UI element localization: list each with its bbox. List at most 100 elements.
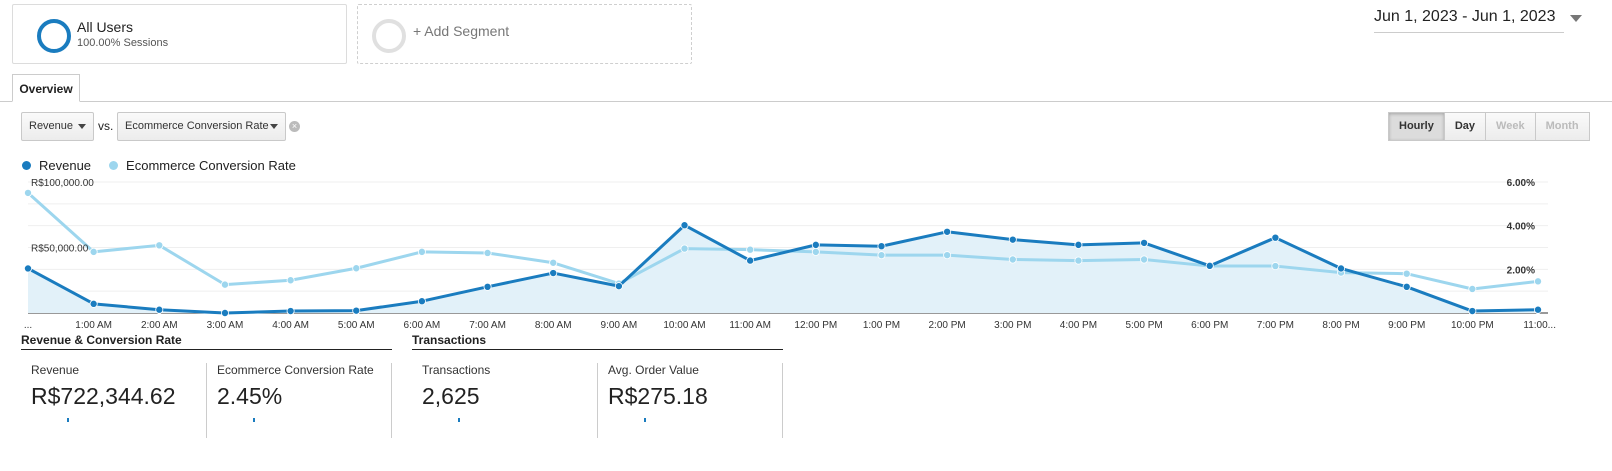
scorecard-transactions[interactable]: Transactions 2,625: [412, 363, 597, 438]
data-point-conversion-rate: [811, 247, 820, 256]
data-point-revenue: [1008, 235, 1017, 244]
data-point-conversion-rate: [155, 241, 164, 250]
data-point-conversion-rate: [1074, 256, 1083, 265]
data-point-conversion-rate: [1271, 262, 1280, 271]
add-segment-button[interactable]: + Add Segment: [357, 4, 692, 64]
x-tick-label: 8:00 AM: [535, 320, 572, 331]
x-tick-label: 8:00 PM: [1322, 320, 1359, 331]
sparkline: [67, 418, 69, 422]
segment-ring-icon: [37, 19, 71, 53]
data-point-revenue: [220, 308, 229, 317]
x-tick-label: 3:00 PM: [994, 320, 1031, 331]
data-point-conversion-rate: [352, 264, 361, 273]
data-point-conversion-rate: [417, 247, 426, 256]
data-point-revenue: [549, 269, 558, 278]
scorecard-conversion-rate[interactable]: Ecommerce Conversion Rate 2.45%: [206, 363, 392, 438]
x-tick-label: 12:00 PM: [794, 320, 837, 331]
date-range-picker[interactable]: Jun 1, 2023 - Jun 1, 2023: [1374, 8, 1564, 33]
data-point-revenue: [1337, 264, 1346, 273]
primary-metric-label: Revenue: [29, 120, 74, 132]
secondary-metric-label: Ecommerce Conversion Rate: [125, 120, 269, 132]
data-point-revenue: [746, 256, 755, 265]
data-point-revenue: [614, 282, 623, 291]
scorecard-group-title: Revenue & Conversion Rate: [21, 333, 392, 350]
data-point-conversion-rate: [483, 248, 492, 257]
data-point-revenue: [680, 221, 689, 230]
data-point-revenue: [23, 264, 32, 273]
tab-divider: [0, 101, 1612, 102]
x-tick-label: 1:00 PM: [863, 320, 900, 331]
data-point-revenue: [1271, 233, 1280, 242]
day-button[interactable]: Day: [1443, 112, 1487, 141]
data-point-revenue: [89, 299, 98, 308]
scorecard-group-title: Transactions: [412, 333, 783, 350]
legend-item-revenue: Revenue: [22, 158, 91, 173]
data-point-conversion-rate: [943, 251, 952, 260]
series-line-conversion-rate: [26, 191, 1539, 291]
week-button: Week: [1485, 112, 1536, 141]
hourly-button[interactable]: Hourly: [1388, 112, 1445, 141]
data-point-revenue: [1534, 305, 1543, 314]
x-tick-label: 6:00 PM: [1191, 320, 1228, 331]
data-point-conversion-rate: [1534, 277, 1543, 286]
scorecard-value: R$275.18: [608, 383, 708, 409]
data-point-revenue: [155, 305, 164, 314]
chevron-down-icon: [270, 124, 278, 129]
segment-title: All Users: [77, 19, 134, 35]
data-point-revenue: [811, 240, 820, 249]
data-point-revenue: [1140, 238, 1149, 247]
x-tick-label: 9:00 PM: [1388, 320, 1425, 331]
segment-subtitle: 100.00% Sessions: [77, 37, 169, 49]
chevron-down-icon[interactable]: [1570, 15, 1582, 22]
scorecard-value: 2.45%: [217, 383, 283, 409]
series-line-revenue: [27, 223, 1539, 315]
data-point-conversion-rate: [89, 247, 98, 256]
legend-label: Ecommerce Conversion Rate: [126, 158, 296, 173]
scorecard-avg-order-value[interactable]: Avg. Order Value R$275.18: [597, 363, 783, 438]
scorecard-value: R$722,344.62: [31, 383, 176, 409]
data-point-revenue: [352, 306, 361, 315]
legend-dot-icon: [109, 161, 119, 170]
data-point-conversion-rate: [746, 245, 755, 254]
data-point-conversion-rate: [220, 280, 229, 289]
legend-item-conversion: Ecommerce Conversion Rate: [109, 158, 296, 173]
line-chart: R$50,000.00 R$100,000.00 2.00% 4.00% 6.00%..…: [23, 178, 1556, 331]
data-point-conversion-rate: [877, 251, 886, 260]
scorecard-revenue[interactable]: Revenue R$722,344.62: [21, 363, 206, 438]
data-point-revenue: [417, 297, 426, 306]
x-tick-label: 11:00...: [1523, 320, 1556, 331]
x-tick-label: 5:00 AM: [338, 320, 375, 331]
x-tick-label: 2:00 AM: [141, 320, 178, 331]
y-right-tick-label: 4.00%: [1507, 222, 1535, 233]
scorecard-label: Ecommerce Conversion Rate: [217, 363, 374, 377]
segment-all-users[interactable]: All Users 100.00% Sessions: [12, 4, 347, 64]
x-tick-label: 10:00 PM: [1451, 320, 1494, 331]
x-tick-label: 4:00 AM: [272, 320, 309, 331]
primary-metric-select[interactable]: Revenue: [21, 112, 94, 141]
data-point-revenue: [286, 307, 295, 316]
sparkline: [253, 418, 255, 422]
data-point-revenue: [1074, 240, 1083, 249]
secondary-metric-select[interactable]: Ecommerce Conversion Rate: [117, 112, 286, 141]
x-tick-label: 3:00 AM: [207, 320, 244, 331]
vs-label: vs.: [98, 119, 114, 133]
chart-legend: Revenue Ecommerce Conversion Rate: [22, 158, 314, 173]
tab-overview[interactable]: Overview: [12, 74, 80, 102]
data-point-conversion-rate: [1468, 284, 1477, 293]
legend-dot-icon: [22, 161, 31, 170]
data-point-revenue: [1402, 282, 1411, 291]
clear-icon[interactable]: ×: [289, 121, 300, 132]
data-point-revenue: [1205, 261, 1214, 270]
empty-ring-icon: [372, 19, 406, 53]
y-right-tick-label: 6.00%: [1507, 178, 1535, 189]
data-point-conversion-rate: [286, 276, 295, 285]
legend-label: Revenue: [39, 158, 92, 173]
revenue-area: [28, 225, 1538, 313]
sparkline: [458, 418, 460, 422]
x-tick-label: 11:00 AM: [729, 320, 771, 331]
chevron-down-icon: [78, 124, 86, 129]
data-point-conversion-rate: [1008, 255, 1017, 264]
x-tick-label: 9:00 AM: [601, 320, 638, 331]
y-right-tick-label: 2.00%: [1507, 265, 1535, 276]
scorecard-value: 2,625: [422, 383, 480, 409]
